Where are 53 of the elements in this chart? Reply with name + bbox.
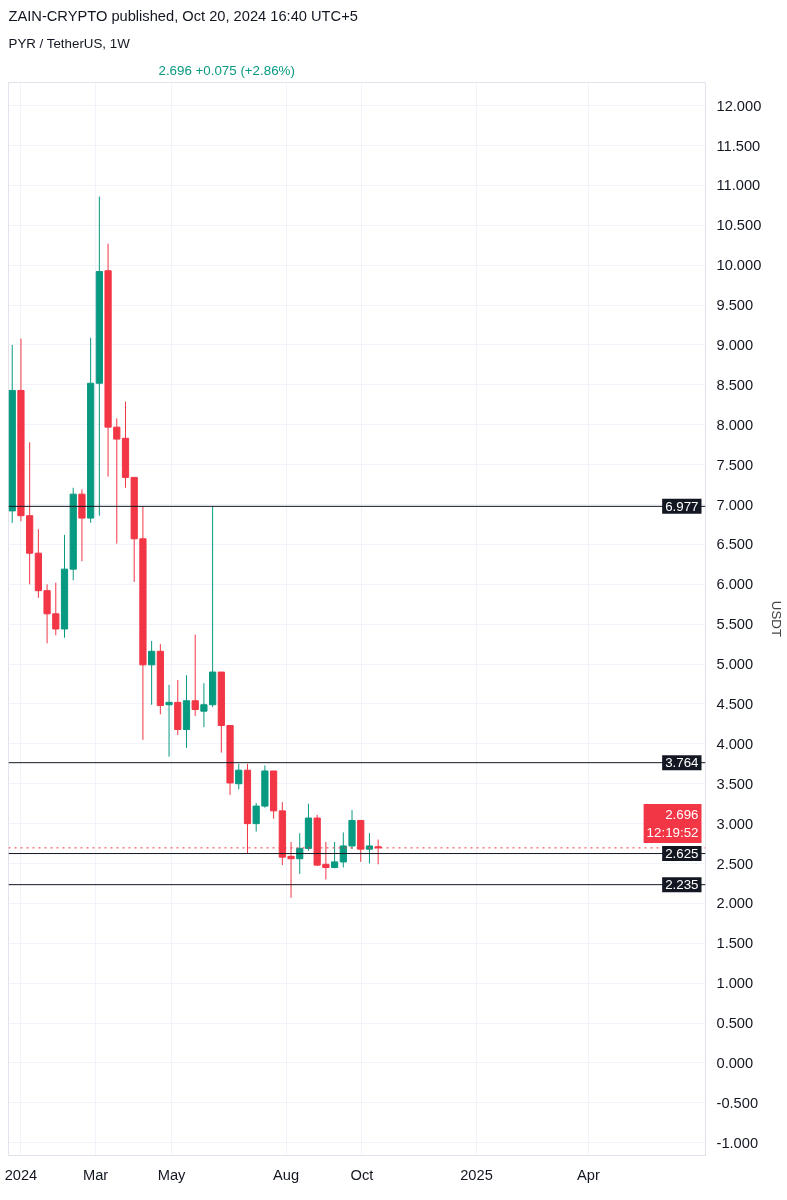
y-tick-label: 1.000	[716, 975, 754, 992]
y-tick-label: 10.500	[716, 217, 762, 234]
x-tick-label: Oct	[350, 1166, 374, 1183]
candlestick	[365, 832, 374, 865]
x-tick-label: Mar	[83, 1166, 109, 1183]
y-tick-label: 4.500	[716, 695, 754, 712]
y-tick-label: 11.000	[716, 177, 761, 194]
y-tick-label: 3.500	[716, 775, 754, 792]
y-tick-label: 0.000	[716, 1054, 754, 1071]
y-tick-label: 7.500	[716, 456, 754, 473]
ref-line-label: 3.764	[665, 755, 700, 771]
x-tick-label: May	[157, 1166, 187, 1183]
y-tick-label: 6.500	[716, 536, 754, 553]
y-tick-label: 2.500	[716, 855, 754, 872]
candlestick	[252, 802, 260, 833]
y-tick-label: 5.000	[716, 656, 754, 673]
y-tick-label: 4.000	[716, 735, 754, 752]
y-tick-label: 8.000	[716, 416, 754, 433]
y-tick-label: 10.000	[716, 257, 762, 274]
y-tick-label: 5.500	[716, 616, 754, 633]
y-tick-label: 11.500	[716, 137, 761, 154]
ref-line-label: 6.977	[665, 498, 699, 514]
ref-line-label: 2.696 12:19:52	[646, 807, 699, 841]
y-tick-label: -1.000	[716, 1134, 759, 1151]
candlestick	[165, 684, 173, 758]
y-tick-label: 8.500	[716, 376, 754, 393]
candlestick	[235, 763, 243, 790]
y-axis-title: USDT	[769, 600, 785, 638]
chart-subtitle: PYR / TetherUS, 1W	[8, 35, 131, 51]
candlestick	[296, 832, 304, 875]
y-tick-label: 7.000	[716, 496, 754, 513]
x-tick-label: Aug	[273, 1166, 300, 1183]
chart-title: ZAIN-CRYPTO published, Oct 20, 2024 16:40 UTC+5	[8, 7, 358, 24]
candlestick	[191, 634, 199, 717]
y-tick-label: 3.000	[716, 815, 754, 832]
ref-line-label: 2.235	[665, 877, 699, 893]
y-tick-label: 2.000	[716, 895, 754, 912]
candlestick	[78, 488, 86, 562]
y-tick-label: 9.500	[716, 297, 754, 314]
candlestick	[200, 682, 208, 728]
y-tick-label: -0.500	[716, 1094, 759, 1111]
y-tick-label: 0.500	[716, 1015, 754, 1032]
x-tick-label: 2024	[4, 1166, 38, 1183]
x-tick-label: Apr	[577, 1166, 601, 1183]
text: 2.696 +0.075 (+2.86%)	[158, 62, 295, 78]
ref-line-label: 2.625	[665, 846, 699, 862]
x-tick-label: 2025	[460, 1166, 493, 1183]
y-tick-label: 12.000	[716, 97, 762, 114]
y-tick-label: 6.000	[716, 576, 754, 593]
y-tick-label: 9.000	[716, 336, 754, 353]
candlestick	[330, 841, 339, 869]
y-tick-label: 1.500	[716, 935, 754, 952]
candlestick	[148, 640, 156, 706]
